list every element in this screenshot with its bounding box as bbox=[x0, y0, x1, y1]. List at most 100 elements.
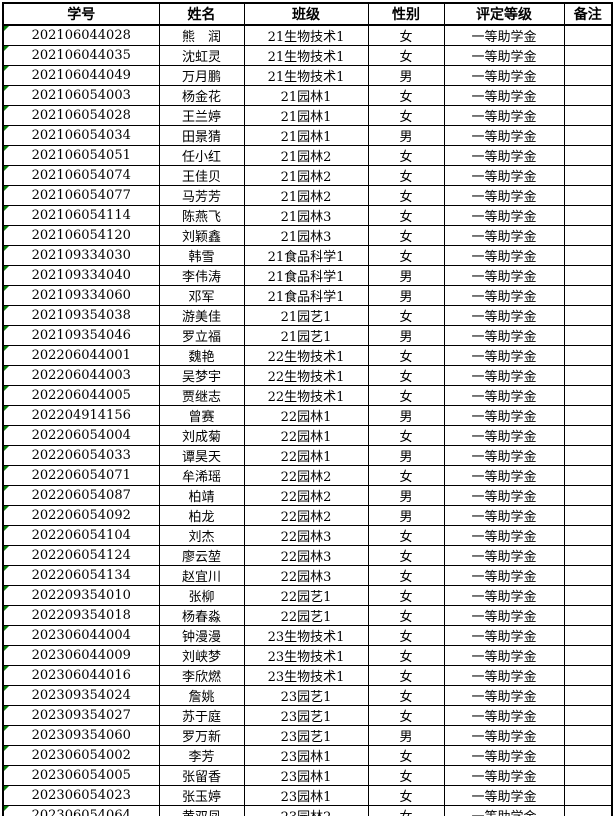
cell-grade[interactable]: 一等助学金 bbox=[443, 685, 565, 706]
cell-name[interactable]: 刘杰 bbox=[158, 525, 245, 546]
cell-student-id[interactable]: 202106054120 bbox=[2, 225, 160, 246]
cell-name[interactable]: 钟漫漫 bbox=[158, 625, 245, 646]
cell-class[interactable]: 21生物技术1 bbox=[243, 45, 369, 66]
cell-name[interactable]: 王兰婷 bbox=[158, 105, 245, 126]
cell-name[interactable]: 柏龙 bbox=[158, 505, 245, 526]
cell-note[interactable] bbox=[563, 425, 613, 446]
cell-name[interactable]: 马芳芳 bbox=[158, 185, 245, 206]
cell-grade[interactable]: 一等助学金 bbox=[443, 665, 565, 686]
cell-student-id[interactable]: 202106054051 bbox=[2, 145, 160, 166]
cell-class[interactable]: 22生物技术1 bbox=[243, 385, 369, 406]
cell-student-id[interactable]: 202306044004 bbox=[2, 625, 160, 646]
cell-grade[interactable]: 一等助学金 bbox=[443, 785, 565, 806]
cell-gender[interactable]: 女 bbox=[367, 185, 445, 206]
cell-name[interactable]: 杨金花 bbox=[158, 85, 245, 106]
cell-note[interactable] bbox=[563, 145, 613, 166]
cell-note[interactable] bbox=[563, 725, 613, 746]
cell-class[interactable]: 22园林2 bbox=[243, 485, 369, 506]
cell-class[interactable]: 21园林2 bbox=[243, 185, 369, 206]
cell-class[interactable]: 21园艺1 bbox=[243, 305, 369, 326]
cell-gender[interactable]: 女 bbox=[367, 705, 445, 726]
cell-student-id[interactable]: 202206054124 bbox=[2, 545, 160, 566]
cell-name[interactable]: 刘成菊 bbox=[158, 425, 245, 446]
cell-name[interactable]: 詹姚 bbox=[158, 685, 245, 706]
cell-gender[interactable]: 男 bbox=[367, 725, 445, 746]
cell-name[interactable]: 王佳贝 bbox=[158, 165, 245, 186]
cell-class[interactable]: 22园艺1 bbox=[243, 605, 369, 626]
cell-note[interactable] bbox=[563, 165, 613, 186]
cell-gender[interactable]: 女 bbox=[367, 345, 445, 366]
cell-note[interactable] bbox=[563, 185, 613, 206]
cell-name[interactable]: 廖云堃 bbox=[158, 545, 245, 566]
cell-class[interactable]: 23园林1 bbox=[243, 785, 369, 806]
cell-gender[interactable]: 女 bbox=[367, 45, 445, 66]
cell-gender[interactable]: 女 bbox=[367, 385, 445, 406]
cell-student-id[interactable]: 202206054092 bbox=[2, 505, 160, 526]
cell-name[interactable]: 李伟涛 bbox=[158, 265, 245, 286]
cell-note[interactable] bbox=[563, 565, 613, 586]
cell-class[interactable]: 21生物技术1 bbox=[243, 24, 369, 46]
cell-gender[interactable]: 女 bbox=[367, 365, 445, 386]
cell-grade[interactable]: 一等助学金 bbox=[443, 125, 565, 146]
cell-grade[interactable]: 一等助学金 bbox=[443, 265, 565, 286]
cell-grade[interactable]: 一等助学金 bbox=[443, 24, 565, 46]
cell-student-id[interactable]: 202206044001 bbox=[2, 345, 160, 366]
cell-grade[interactable]: 一等助学金 bbox=[443, 185, 565, 206]
cell-note[interactable] bbox=[563, 585, 613, 606]
cell-grade[interactable]: 一等助学金 bbox=[443, 585, 565, 606]
cell-grade[interactable]: 一等助学金 bbox=[443, 745, 565, 766]
cell-student-id[interactable]: 202206044003 bbox=[2, 365, 160, 386]
cell-gender[interactable]: 女 bbox=[367, 245, 445, 266]
cell-name[interactable]: 沈虹灵 bbox=[158, 45, 245, 66]
cell-student-id[interactable]: 202109334040 bbox=[2, 265, 160, 286]
cell-gender[interactable]: 女 bbox=[367, 85, 445, 106]
cell-grade[interactable]: 一等助学金 bbox=[443, 565, 565, 586]
cell-gender[interactable]: 女 bbox=[367, 145, 445, 166]
cell-name[interactable]: 张柳 bbox=[158, 585, 245, 606]
cell-gender[interactable]: 男 bbox=[367, 325, 445, 346]
cell-student-id[interactable]: 202306054023 bbox=[2, 785, 160, 806]
cell-grade[interactable]: 一等助学金 bbox=[443, 725, 565, 746]
cell-gender[interactable]: 女 bbox=[367, 785, 445, 806]
cell-class[interactable]: 22园林1 bbox=[243, 405, 369, 426]
cell-grade[interactable]: 一等助学金 bbox=[443, 485, 565, 506]
cell-note[interactable] bbox=[563, 225, 613, 246]
cell-note[interactable] bbox=[563, 325, 613, 346]
cell-student-id[interactable]: 202206054134 bbox=[2, 565, 160, 586]
cell-class[interactable]: 23生物技术1 bbox=[243, 665, 369, 686]
cell-class[interactable]: 22园林1 bbox=[243, 425, 369, 446]
cell-grade[interactable]: 一等助学金 bbox=[443, 245, 565, 266]
cell-gender[interactable]: 女 bbox=[367, 24, 445, 46]
cell-grade[interactable]: 一等助学金 bbox=[443, 625, 565, 646]
cell-gender[interactable]: 男 bbox=[367, 265, 445, 286]
cell-grade[interactable]: 一等助学金 bbox=[443, 345, 565, 366]
cell-note[interactable] bbox=[563, 805, 613, 816]
cell-gender[interactable]: 女 bbox=[367, 645, 445, 666]
cell-grade[interactable]: 一等助学金 bbox=[443, 225, 565, 246]
cell-student-id[interactable]: 202106044035 bbox=[2, 45, 160, 66]
cell-grade[interactable]: 一等助学金 bbox=[443, 325, 565, 346]
cell-student-id[interactable]: 202206054104 bbox=[2, 525, 160, 546]
cell-note[interactable] bbox=[563, 625, 613, 646]
cell-name[interactable]: 田景猜 bbox=[158, 125, 245, 146]
cell-note[interactable] bbox=[563, 285, 613, 306]
cell-name[interactable]: 游美佳 bbox=[158, 305, 245, 326]
cell-gender[interactable]: 男 bbox=[367, 405, 445, 426]
cell-name[interactable]: 万月鹏 bbox=[158, 65, 245, 86]
cell-gender[interactable]: 男 bbox=[367, 445, 445, 466]
cell-student-id[interactable]: 202109354038 bbox=[2, 305, 160, 326]
cell-student-id[interactable]: 202109354046 bbox=[2, 325, 160, 346]
cell-note[interactable] bbox=[563, 705, 613, 726]
cell-class[interactable]: 22园林3 bbox=[243, 565, 369, 586]
cell-class[interactable]: 21生物技术1 bbox=[243, 65, 369, 86]
cell-grade[interactable]: 一等助学金 bbox=[443, 405, 565, 426]
cell-student-id[interactable]: 202204914156 bbox=[2, 405, 160, 426]
cell-name[interactable]: 牟浠瑶 bbox=[158, 465, 245, 486]
cell-student-id[interactable]: 202206054087 bbox=[2, 485, 160, 506]
cell-student-id[interactable]: 202209354010 bbox=[2, 585, 160, 606]
cell-gender[interactable]: 女 bbox=[367, 525, 445, 546]
cell-grade[interactable]: 一等助学金 bbox=[443, 765, 565, 786]
cell-note[interactable] bbox=[563, 105, 613, 126]
cell-grade[interactable]: 一等助学金 bbox=[443, 385, 565, 406]
cell-note[interactable] bbox=[563, 745, 613, 766]
